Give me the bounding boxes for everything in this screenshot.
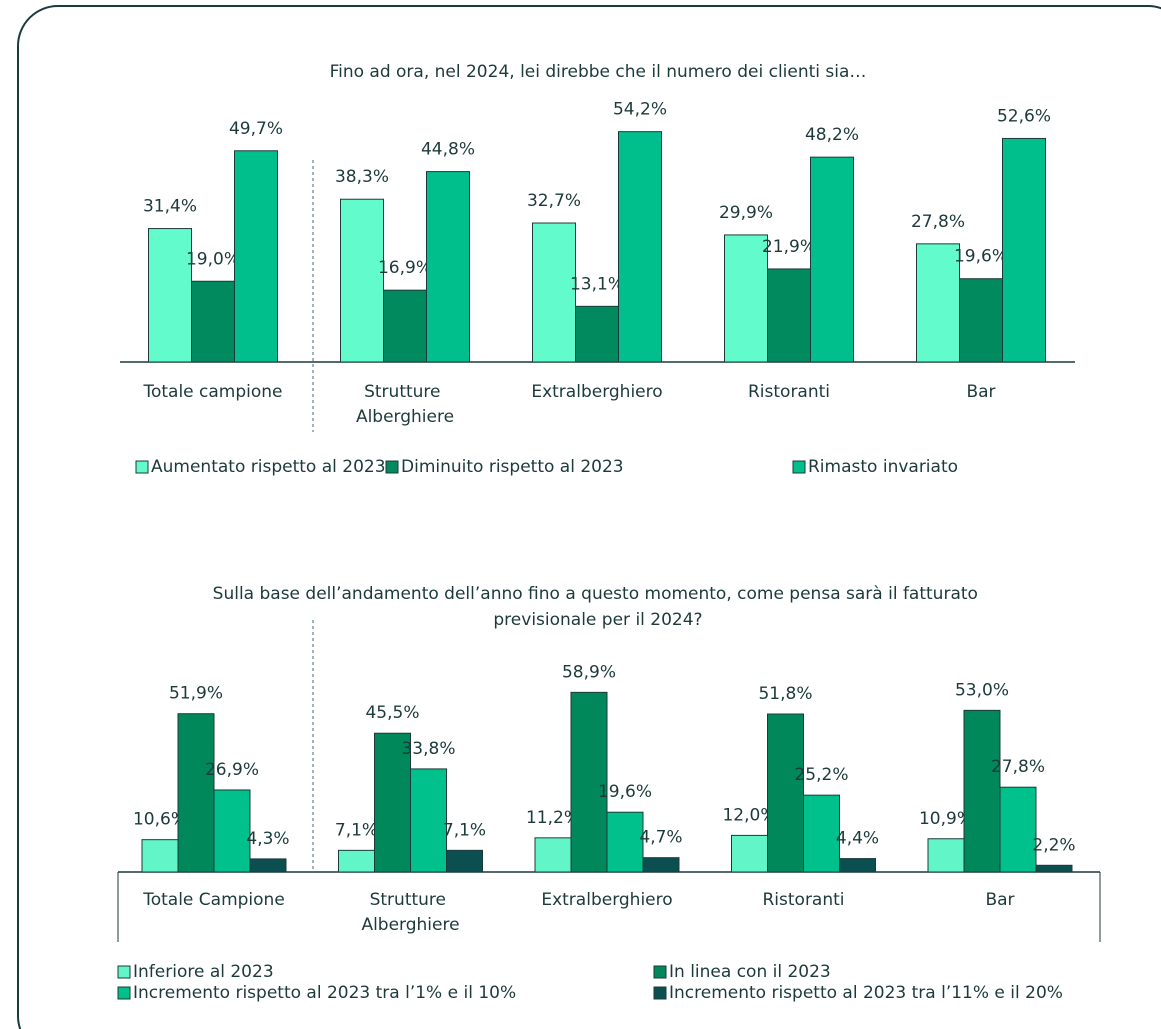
bar <box>534 837 572 873</box>
legend-label: Incremento rispetto al 2023 tra l’1% e i… <box>133 983 516 1003</box>
bar <box>426 171 470 363</box>
legend-label: Incremento rispetto al 2023 tra l’11% e … <box>669 983 1063 1003</box>
data-label: 31,4% <box>143 197 197 217</box>
legend-swatch <box>792 460 806 474</box>
data-label: 48,2% <box>805 125 859 145</box>
data-label: 2,2% <box>1032 835 1075 855</box>
legend-label: Aumentato rispetto al 2023 <box>151 457 386 477</box>
bar <box>446 849 483 873</box>
bar <box>999 786 1037 873</box>
bar <box>767 713 804 873</box>
data-label: 21,9% <box>762 237 816 257</box>
bar <box>606 811 644 873</box>
data-label: 7,1% <box>443 820 486 840</box>
bar <box>731 834 768 873</box>
data-label: 45,5% <box>365 703 419 723</box>
legend-swatch <box>135 460 149 474</box>
data-label: 29,9% <box>719 203 773 223</box>
x-tick-label: Ristoranti <box>748 382 830 402</box>
legend-label: Diminuito rispetto al 2023 <box>401 457 624 477</box>
data-label: 4,3% <box>246 829 289 849</box>
bar <box>916 243 960 363</box>
data-label: 54,2% <box>613 100 667 120</box>
bar <box>642 857 680 873</box>
data-label: 12,0% <box>722 805 776 825</box>
data-label: 51,9% <box>169 684 223 704</box>
legend-swatch <box>653 986 667 1000</box>
bar <box>340 198 384 363</box>
bar <box>963 709 1001 873</box>
bar <box>1035 864 1073 873</box>
data-label: 19,6% <box>598 782 652 802</box>
bar <box>141 839 179 873</box>
bar <box>234 150 278 363</box>
x-tick-label: Totale Campione <box>142 890 285 910</box>
legend-swatch <box>385 460 399 474</box>
data-label: 32,7% <box>527 191 581 211</box>
data-label: 10,9% <box>919 809 973 829</box>
bar <box>959 278 1003 363</box>
x-tick-label: Bar <box>985 890 1014 910</box>
data-label: 16,9% <box>378 258 432 278</box>
x-tick-label: Extralberghiero <box>541 890 672 910</box>
bar <box>570 691 608 873</box>
data-label: 52,6% <box>997 106 1051 126</box>
data-label: 7,1% <box>335 820 378 840</box>
bar <box>618 131 662 363</box>
bar <box>338 849 375 873</box>
data-label: 25,2% <box>794 765 848 785</box>
bar <box>803 794 840 873</box>
legend-swatch <box>117 965 131 979</box>
legend-swatch <box>653 965 667 979</box>
data-label: 53,0% <box>955 680 1009 700</box>
x-tick-label: Strutture Alberghiere <box>361 890 459 935</box>
data-label: 4,7% <box>639 828 682 848</box>
x-tick-label: Extralberghiero <box>531 382 662 402</box>
bar <box>767 268 811 363</box>
data-label: 19,6% <box>954 247 1008 267</box>
legend-label: In linea con il 2023 <box>669 962 831 982</box>
data-label: 27,8% <box>911 212 965 232</box>
data-label: 19,0% <box>186 249 240 269</box>
bar <box>839 858 876 873</box>
x-tick-label: Bar <box>966 382 995 402</box>
data-label: 27,8% <box>991 757 1045 777</box>
bar <box>374 732 411 873</box>
data-label: 49,7% <box>229 119 283 139</box>
x-tick-label: Strutture Alberghiere <box>356 382 454 427</box>
bar <box>927 838 965 873</box>
data-label: 44,8% <box>421 140 475 160</box>
data-label: 4,4% <box>836 829 879 849</box>
data-label: 26,9% <box>205 760 259 780</box>
panel-border <box>17 5 1161 1029</box>
bar <box>410 768 447 873</box>
bar <box>383 289 427 363</box>
chart-title: Sulla base dell’andamento dell’anno fino… <box>213 584 984 630</box>
x-tick-label: Ristoranti <box>762 890 844 910</box>
data-label: 10,6% <box>133 810 187 830</box>
bar <box>249 858 287 873</box>
legend-swatch <box>117 986 131 1000</box>
bar <box>575 305 619 363</box>
bar <box>213 789 251 873</box>
chart-title: Fino ad ora, nel 2024, lei direbbe che i… <box>330 62 867 82</box>
data-label: 11,2% <box>526 808 580 828</box>
legend-label: Rimasto invariato <box>808 457 958 477</box>
x-tick-label: Totale campione <box>142 382 282 402</box>
bar <box>191 280 235 363</box>
bar <box>810 156 854 363</box>
bar <box>148 228 192 363</box>
data-label: 13,1% <box>570 274 624 294</box>
bar <box>724 234 768 363</box>
legend-label: Inferiore al 2023 <box>133 962 274 982</box>
data-label: 51,8% <box>758 684 812 704</box>
data-label: 33,8% <box>401 739 455 759</box>
bar <box>177 713 215 873</box>
data-label: 58,9% <box>562 662 616 682</box>
bar <box>1002 137 1046 363</box>
data-label: 38,3% <box>335 167 389 187</box>
bar <box>532 222 576 363</box>
